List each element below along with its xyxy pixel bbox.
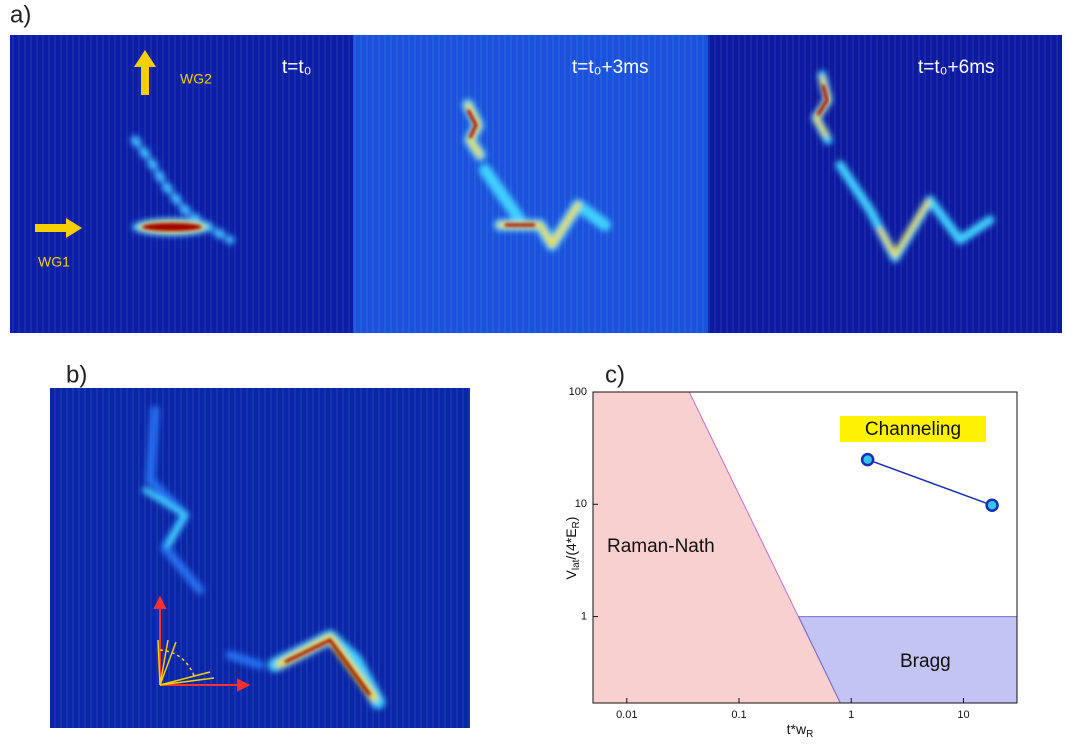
time-label: t=t₀+6ms: [918, 57, 995, 78]
y-tick-label: 100: [569, 386, 587, 398]
waveguide-label: WG2: [180, 71, 212, 87]
image-frame: t=t₀+3ms: [353, 35, 708, 333]
annotation: Channeling: [865, 419, 961, 440]
data-point: [860, 452, 875, 467]
region-label: Bragg: [900, 651, 951, 672]
y-axis-label-part: V: [563, 569, 579, 579]
chart: Raman-Nath Bragg Channeling 0.01 0.1 1 10 1 10 10…: [569, 386, 1018, 721]
x-tick-label: 0.1: [731, 709, 746, 721]
x-tick-label: 0.01: [616, 709, 637, 721]
time-label: t=t₀: [282, 57, 312, 78]
y-tick-label: 10: [575, 498, 587, 510]
image-frame: [50, 388, 470, 728]
x-tick-label: 1: [848, 709, 854, 721]
x-tick-label: 10: [957, 709, 969, 721]
y-axis-label-part: ): [563, 517, 579, 522]
x-axis-label-part: t*w: [787, 721, 807, 737]
annotation-box: [840, 416, 986, 442]
data-line: [867, 458, 993, 506]
image-frame: WG2 WG1 t=t₀: [10, 35, 353, 333]
x-axis-label-sub: R: [806, 729, 813, 740]
y-axis-label-sub: R: [571, 521, 582, 528]
waveguide-label: WG1: [38, 254, 70, 270]
data-point: [985, 498, 999, 513]
y-axis-label: Vlat/(4*ER): [563, 517, 582, 580]
y-tick-label: 1: [581, 610, 587, 622]
y-axis-label-part: /(4*E: [563, 528, 579, 559]
x-axis-label: t*wR: [787, 721, 814, 740]
panel-label: c): [605, 361, 625, 388]
image-frame: t=t₀+6ms: [708, 35, 1062, 333]
region-label: Raman-Nath: [607, 536, 715, 557]
y-axis-label-sub: lat: [571, 559, 582, 570]
panel-label: b): [66, 361, 87, 388]
panel-label: a): [10, 1, 31, 28]
plot-frame: [592, 391, 1018, 704]
time-label: t=t₀+3ms: [572, 57, 649, 78]
